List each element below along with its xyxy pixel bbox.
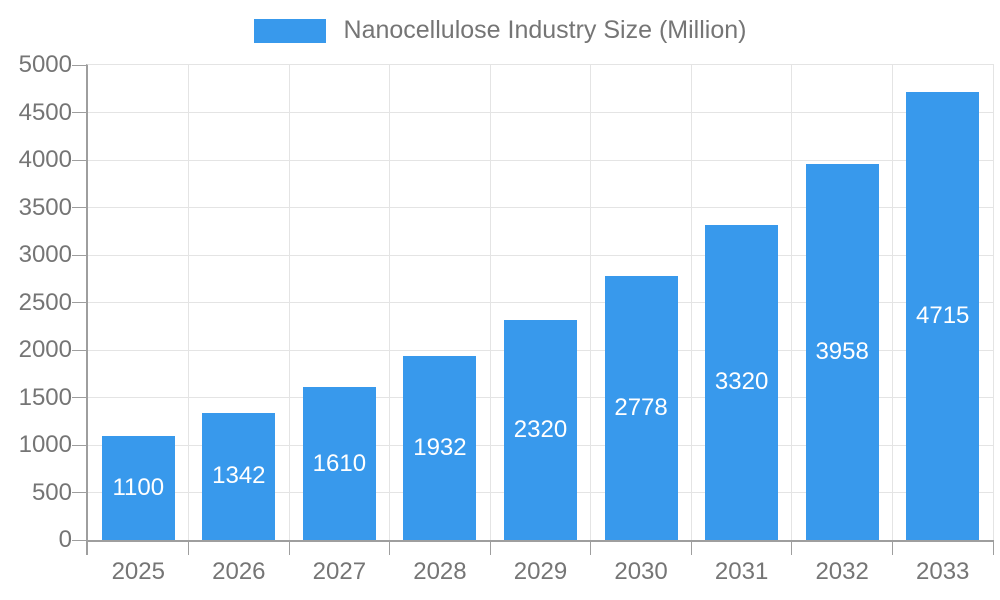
- y-axis-label: 1000: [18, 431, 72, 458]
- x-axis-label: 2028: [413, 558, 467, 585]
- y-axis-tick: [72, 302, 86, 303]
- x-axis-tick: [288, 540, 290, 555]
- y-axis-label: 3000: [18, 241, 72, 268]
- bar-value-label: 3958: [815, 338, 869, 365]
- vertical-gridline: [791, 65, 793, 540]
- vertical-gridline: [188, 65, 190, 540]
- x-axis-tick: [791, 540, 793, 555]
- bar-2033[interactable]: 4715: [906, 92, 980, 540]
- x-axis-tick: [690, 540, 692, 555]
- vertical-gridline: [690, 65, 692, 540]
- x-axis-tick: [590, 540, 592, 555]
- bar-value-label: 2778: [614, 394, 668, 422]
- x-axis-tick: [992, 540, 994, 555]
- bar-2032[interactable]: 3958: [805, 164, 879, 540]
- y-axis-label: 2500: [18, 288, 72, 316]
- vertical-gridline: [288, 65, 290, 540]
- x-axis-tick: [86, 540, 88, 555]
- bar-2030[interactable]: 2778: [604, 276, 678, 540]
- vertical-gridline: [590, 65, 592, 540]
- y-axis-tick: [72, 349, 86, 351]
- bar-2026[interactable]: 1342: [202, 412, 276, 540]
- bar-2029[interactable]: 2320: [504, 319, 577, 540]
- y-axis-label: 500: [31, 478, 72, 506]
- x-axis-label: 2026: [212, 558, 266, 585]
- horizontal-gridline: [88, 254, 993, 256]
- horizontal-gridline: [88, 112, 993, 113]
- x-axis-tick: [489, 540, 491, 555]
- bar-2025[interactable]: 1100: [101, 435, 175, 540]
- x-axis-label: 2029: [513, 558, 568, 585]
- x-axis-tick: [188, 540, 190, 555]
- legend-swatch-icon: [253, 18, 326, 43]
- y-axis-tick: [72, 64, 86, 66]
- bar-value-label: 2320: [513, 415, 568, 443]
- vertical-gridline: [891, 65, 893, 540]
- horizontal-gridline: [88, 207, 993, 208]
- y-axis-tick: [72, 492, 86, 493]
- vertical-gridline: [489, 65, 491, 540]
- horizontal-gridline: [88, 159, 993, 161]
- x-axis-label: 2033: [916, 558, 970, 585]
- y-axis-label: 2000: [18, 336, 72, 363]
- x-axis-label: 2030: [614, 558, 668, 585]
- y-axis-tick: [72, 159, 86, 161]
- horizontal-gridline: [88, 302, 993, 303]
- legend-label: Nanocellulose Industry Size (Million): [343, 16, 747, 44]
- x-axis-tick: [891, 540, 893, 555]
- y-axis-label: 4500: [18, 98, 72, 126]
- x-axis-tick: [389, 540, 391, 555]
- bar-2027[interactable]: 1610: [302, 387, 376, 540]
- bar-2031[interactable]: 3320: [705, 224, 779, 540]
- bar-value-label: 4715: [916, 302, 970, 330]
- x-axis-label: 2025: [111, 558, 165, 585]
- bar-2028[interactable]: 1932: [403, 356, 477, 540]
- legend-item[interactable]: Nanocellulose Industry Size (Million): [0, 16, 1000, 45]
- y-axis-tick: [72, 254, 86, 256]
- vertical-gridline: [389, 65, 391, 540]
- plot-area: 1100 1342 1610 1932 2320 2778 3320 3958 4715: [72, 64, 994, 555]
- bar-value-label: 1100: [112, 473, 165, 501]
- y-axis-label: 0: [58, 526, 72, 553]
- x-axis-label: 2027: [312, 558, 367, 585]
- y-axis-label: 1500: [18, 383, 72, 411]
- y-axis-tick: [72, 207, 86, 208]
- y-axis-tick: [72, 397, 86, 398]
- y-axis-label: 3500: [18, 193, 72, 221]
- x-axis-label: 2032: [815, 558, 869, 585]
- y-axis-label: 5000: [18, 51, 72, 78]
- x-axis-label: 2031: [714, 558, 769, 585]
- bar-value-label: 1932: [413, 434, 467, 462]
- bar-value-label: 1342: [212, 462, 266, 490]
- bar-value-label: 1610: [312, 449, 367, 477]
- y-axis-label: 4000: [18, 146, 72, 173]
- bar-value-label: 3320: [714, 368, 769, 396]
- y-axis-tick: [72, 444, 86, 446]
- y-axis-tick: [72, 539, 86, 541]
- y-axis-tick: [72, 112, 86, 113]
